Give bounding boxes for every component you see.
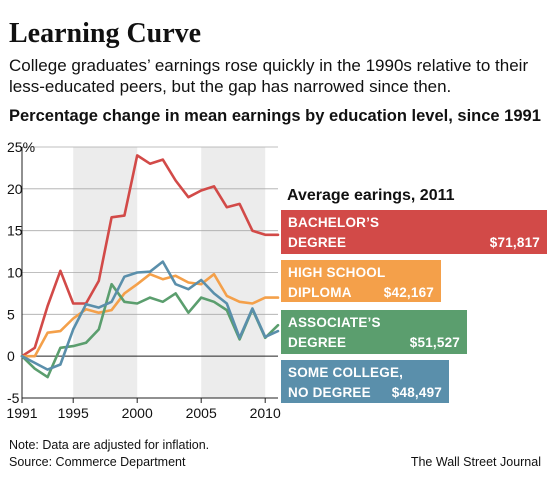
chart-subtitle: College graduates’ earnings rose quickly… [9, 56, 529, 96]
x-tick-label: 2000 [122, 405, 153, 421]
legend-title: Average earings, 2011 [287, 187, 455, 204]
x-tick-label: 1995 [58, 405, 89, 421]
legend-label-line1: SOME COLLEGE, [288, 365, 403, 380]
y-tick-label: -5 [7, 390, 20, 406]
series-line-1 [20, 272, 280, 358]
legend-label-line2: DEGREE [288, 235, 346, 250]
y-tick-label: 5 [7, 306, 15, 322]
line-chart: 25% 20 15 10 5 0 -5 1991 1995 2000 2005 2010 Avera… [6, 139, 547, 421]
legend-label-line1: HIGH SCHOOL [288, 265, 385, 280]
x-axis-ticks: 1991 1995 2000 2005 2010 [6, 398, 281, 421]
legend-value: $71,817 [490, 235, 540, 250]
legend-value: $48,497 [392, 385, 442, 400]
legend-box-1 [281, 260, 441, 302]
series-line-3 [20, 260, 280, 371]
x-tick-label: 2005 [186, 405, 217, 421]
legend-label-line1: BACHELOR’S [288, 215, 379, 230]
legend: Average earings, 2011 BACHELOR’S DEGREE $71… [281, 187, 547, 403]
legend-box-0 [281, 210, 547, 254]
legend-label-line2: NO DEGREE [288, 385, 371, 400]
legend-label-line2: DEGREE [288, 335, 346, 350]
y-axis-ticks: 25% 20 15 10 5 0 -5 [7, 139, 35, 406]
y-tick-label: 15 [7, 223, 23, 239]
series-line-0 [20, 154, 280, 358]
y-tick-label: 20 [7, 181, 23, 197]
legend-box-2 [281, 310, 467, 354]
legend-value: $42,167 [384, 285, 434, 300]
footnote: Note: Data are adjusted for inflation. [9, 438, 210, 452]
series-lines [20, 154, 280, 379]
x-tick-label: 2010 [250, 405, 281, 421]
legend-label-line2: DIPLOMA [288, 285, 352, 300]
chart-title: Learning Curve [9, 18, 202, 49]
chart-heading: Percentage change in mean earnings by ed… [9, 107, 541, 125]
y-tick-label: 25% [7, 139, 35, 155]
x-tick-label: 1991 [6, 405, 37, 421]
credit: The Wall Street Journal [410, 455, 541, 469]
y-tick-label: 0 [7, 348, 15, 364]
legend-label-line1: ASSOCIATE’S [288, 315, 381, 330]
legend-value: $51,527 [410, 335, 460, 350]
legend-box-3 [281, 360, 449, 403]
source-note: Source: Commerce Department [9, 455, 186, 469]
y-tick-label: 10 [7, 265, 23, 281]
